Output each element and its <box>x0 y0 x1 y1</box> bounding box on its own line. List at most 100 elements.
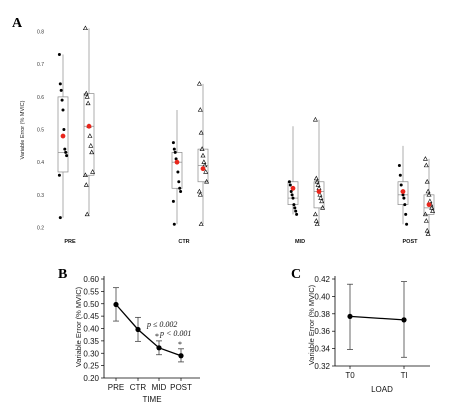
panel-a-point <box>430 208 436 213</box>
panel-c-series-line <box>349 315 405 321</box>
panel-a-point <box>404 212 408 216</box>
panel-a-point <box>287 180 291 184</box>
panel-a-point <box>317 191 323 197</box>
panel-a-point <box>84 94 90 99</box>
panel-b-point <box>156 345 162 351</box>
panel-a-point <box>172 147 176 151</box>
panel-a-mean-marker <box>86 123 92 129</box>
panel-a-point <box>89 149 95 155</box>
panel-b-series-line <box>115 304 182 357</box>
panel-a-point <box>294 209 298 213</box>
panel-b: B Variable Error (% MVIC) 0.20 0.25 0.30 0.… <box>58 267 200 404</box>
panel-a-point <box>62 128 66 132</box>
panel-a-point <box>57 52 61 56</box>
panel-a: A Variable Error (% MVIC) 0.2 0.3 0.4 0.5 0.… <box>12 16 436 245</box>
panel-a-point <box>314 178 320 184</box>
panel-b-ytick-label: 0.25 <box>83 362 99 371</box>
panel-a-point <box>429 205 435 210</box>
panel-a-point <box>200 152 206 158</box>
panel-a-category-label: MID <box>295 239 305 245</box>
panel-b-letter: B <box>58 267 67 282</box>
panel-b-ytick-label: 0.55 <box>83 287 99 296</box>
panel-b-ytick-label: 0.35 <box>83 337 99 346</box>
panel-a-point <box>173 150 177 154</box>
panel-a-ytick-label: 0.8 <box>37 30 44 36</box>
panel-a-point <box>202 162 208 168</box>
panel-b-xlabel: TIME <box>142 395 161 404</box>
panel-b-ytick-label: 0.60 <box>83 275 99 284</box>
panel-a-point <box>83 182 89 187</box>
panel-a-point <box>197 191 203 197</box>
panel-a-point <box>61 108 65 112</box>
panel-c-ytick-label: 0.38 <box>314 310 330 319</box>
panel-a-point <box>198 221 204 226</box>
panel-a-letter: A <box>12 16 23 31</box>
panel-a-point <box>403 203 407 207</box>
panel-a-box <box>171 152 183 189</box>
panel-b-annotation-post: p < 0.001 <box>159 329 191 338</box>
panel-a-point <box>82 172 88 177</box>
panel-b-point <box>113 301 119 308</box>
panel-a-mean-marker <box>426 202 432 208</box>
panel-a-mean-marker <box>316 189 322 194</box>
panel-a-point <box>320 205 326 210</box>
panel-a-ylabel: Variable Error (% MVIC) <box>20 100 26 159</box>
panel-c-ylabel: Variable Error (% MVIC) <box>307 284 316 365</box>
panel-a-ytick-label: 0.6 <box>37 95 44 101</box>
panel-a-point <box>201 159 207 164</box>
panel-a-point <box>171 141 175 145</box>
panel-a-point <box>204 178 210 184</box>
panel-a-ytick-label: 0.4 <box>37 160 44 166</box>
panel-a-point <box>203 169 209 174</box>
panel-c-ytick-label: 0.42 <box>314 275 330 284</box>
panel-a-point <box>87 133 93 138</box>
panel-a-point <box>65 154 69 158</box>
panel-a-category-label: POST <box>403 239 419 245</box>
panel-a-point <box>312 116 318 122</box>
panel-a-point <box>199 146 205 151</box>
panel-a-box-group <box>422 156 436 236</box>
panel-a-point <box>402 196 406 200</box>
panel-a-point <box>424 227 430 233</box>
panel-a-point <box>57 173 61 177</box>
panel-a-box-group <box>196 80 210 226</box>
panel-a-ytick-label: 0.5 <box>37 128 44 134</box>
panel-b-ytick-label: 0.50 <box>83 300 99 309</box>
panel-b-star-mid: * <box>155 332 159 341</box>
panel-a-point <box>179 190 183 194</box>
panel-a-point <box>290 193 294 197</box>
panel-c-ytick-label: 0.34 <box>314 345 330 354</box>
panel-a-point <box>425 188 431 194</box>
panel-a-point <box>423 218 429 223</box>
panel-a-point <box>319 198 325 204</box>
panel-c-letter: C <box>291 267 301 282</box>
panel-b-ytick-label: 0.30 <box>83 349 99 358</box>
panel-a-point <box>289 190 293 194</box>
panel-a-category-label: CTR <box>178 239 189 245</box>
panel-a-box <box>397 181 409 205</box>
panel-a-point <box>178 186 182 190</box>
panel-a-category-label: PRE <box>64 239 76 245</box>
panel-b-point <box>135 326 141 333</box>
panel-c-point <box>347 313 353 320</box>
panel-a-point <box>397 163 401 167</box>
panel-a-mean-marker <box>174 159 180 165</box>
panel-a-point <box>313 218 319 223</box>
panel-a-mean-marker <box>60 133 66 139</box>
panel-a-point <box>88 143 94 148</box>
panel-b-ytick-label: 0.40 <box>83 325 99 334</box>
panel-a-box-group <box>57 52 69 220</box>
panel-c-ytick-label: 0.40 <box>314 292 330 301</box>
panel-a-box <box>423 194 435 215</box>
panel-b-xtick-label: POST <box>170 383 192 392</box>
panel-a-point <box>401 193 405 197</box>
panel-a-box-group <box>287 126 299 216</box>
panel-a-box-group <box>312 116 326 226</box>
panel-a-box-group <box>171 109 183 226</box>
panel-c-xtick-label: T0 <box>345 371 355 380</box>
panel-a-point <box>422 156 428 161</box>
panel-a-point <box>63 147 67 151</box>
panel-a-point <box>90 169 96 174</box>
panel-a-point <box>288 183 292 187</box>
